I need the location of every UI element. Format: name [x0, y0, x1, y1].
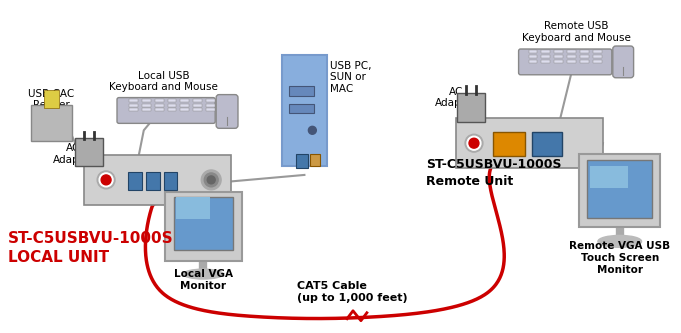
- FancyBboxPatch shape: [567, 50, 576, 53]
- FancyBboxPatch shape: [289, 104, 315, 114]
- Text: AC
Adapter: AC Adapter: [52, 143, 94, 165]
- FancyBboxPatch shape: [142, 109, 151, 112]
- FancyBboxPatch shape: [554, 50, 563, 53]
- FancyBboxPatch shape: [128, 172, 142, 190]
- FancyBboxPatch shape: [31, 105, 72, 141]
- FancyBboxPatch shape: [493, 132, 524, 156]
- FancyBboxPatch shape: [216, 95, 238, 128]
- FancyBboxPatch shape: [206, 109, 215, 112]
- FancyBboxPatch shape: [176, 197, 210, 218]
- Ellipse shape: [183, 269, 223, 279]
- FancyBboxPatch shape: [580, 55, 589, 58]
- Circle shape: [202, 170, 221, 190]
- FancyBboxPatch shape: [580, 50, 589, 53]
- FancyBboxPatch shape: [44, 90, 59, 108]
- FancyBboxPatch shape: [567, 60, 576, 63]
- Circle shape: [467, 136, 481, 150]
- FancyBboxPatch shape: [457, 93, 485, 122]
- Ellipse shape: [598, 235, 642, 247]
- FancyBboxPatch shape: [554, 60, 563, 63]
- FancyBboxPatch shape: [117, 98, 215, 123]
- FancyBboxPatch shape: [519, 49, 612, 75]
- FancyBboxPatch shape: [590, 166, 628, 188]
- FancyBboxPatch shape: [155, 99, 163, 102]
- FancyBboxPatch shape: [142, 99, 151, 102]
- FancyBboxPatch shape: [168, 104, 176, 107]
- FancyBboxPatch shape: [593, 55, 602, 58]
- Text: ST-C5USBVU-1000S
LOCAL UNIT: ST-C5USBVU-1000S LOCAL UNIT: [8, 231, 174, 265]
- Circle shape: [204, 173, 218, 187]
- FancyBboxPatch shape: [129, 99, 138, 102]
- FancyBboxPatch shape: [142, 104, 151, 107]
- FancyBboxPatch shape: [593, 50, 602, 53]
- FancyBboxPatch shape: [165, 192, 242, 261]
- FancyBboxPatch shape: [180, 104, 189, 107]
- FancyBboxPatch shape: [528, 55, 537, 58]
- Text: CAT5 Cable
(up to 1,000 feet): CAT5 Cable (up to 1,000 feet): [298, 281, 408, 303]
- FancyBboxPatch shape: [296, 154, 308, 168]
- FancyBboxPatch shape: [174, 197, 233, 250]
- FancyBboxPatch shape: [129, 109, 138, 112]
- FancyBboxPatch shape: [554, 55, 563, 58]
- FancyBboxPatch shape: [541, 60, 550, 63]
- FancyBboxPatch shape: [155, 109, 163, 112]
- FancyBboxPatch shape: [311, 154, 320, 166]
- FancyBboxPatch shape: [146, 172, 159, 190]
- Text: USB CAC
Reader: USB CAC Reader: [29, 89, 75, 110]
- FancyBboxPatch shape: [76, 138, 103, 166]
- FancyBboxPatch shape: [289, 86, 315, 96]
- FancyBboxPatch shape: [193, 104, 202, 107]
- FancyBboxPatch shape: [180, 109, 189, 112]
- FancyBboxPatch shape: [580, 60, 589, 63]
- FancyBboxPatch shape: [180, 99, 189, 102]
- FancyBboxPatch shape: [533, 132, 563, 156]
- FancyBboxPatch shape: [282, 55, 327, 166]
- Text: USB PC,
SUN or
MAC: USB PC, SUN or MAC: [330, 61, 372, 94]
- Text: Local VGA
Monitor: Local VGA Monitor: [174, 269, 233, 291]
- FancyBboxPatch shape: [541, 55, 550, 58]
- Text: Remote VGA USB
Touch Screen
Monitor: Remote VGA USB Touch Screen Monitor: [569, 241, 670, 275]
- Circle shape: [308, 126, 316, 134]
- Text: AC
Adapter: AC Adapter: [435, 87, 477, 108]
- FancyBboxPatch shape: [129, 104, 138, 107]
- Text: Remote USB
Keyboard and Mouse: Remote USB Keyboard and Mouse: [522, 21, 631, 43]
- Circle shape: [99, 173, 113, 187]
- Text: ST-C5USBVU-1000S
Remote Unit: ST-C5USBVU-1000S Remote Unit: [426, 158, 562, 188]
- FancyBboxPatch shape: [206, 104, 215, 107]
- FancyBboxPatch shape: [206, 99, 215, 102]
- FancyBboxPatch shape: [84, 155, 231, 205]
- Circle shape: [465, 134, 483, 152]
- FancyBboxPatch shape: [541, 50, 550, 53]
- Circle shape: [207, 176, 215, 184]
- Circle shape: [469, 138, 479, 148]
- FancyBboxPatch shape: [193, 109, 202, 112]
- FancyBboxPatch shape: [168, 109, 176, 112]
- Circle shape: [97, 171, 115, 189]
- FancyBboxPatch shape: [579, 154, 661, 227]
- FancyBboxPatch shape: [163, 172, 178, 190]
- FancyBboxPatch shape: [456, 119, 603, 168]
- FancyBboxPatch shape: [155, 104, 163, 107]
- FancyBboxPatch shape: [528, 60, 537, 63]
- Text: Local USB
Keyboard and Mouse: Local USB Keyboard and Mouse: [109, 71, 218, 93]
- FancyBboxPatch shape: [193, 99, 202, 102]
- FancyBboxPatch shape: [613, 46, 633, 78]
- FancyBboxPatch shape: [587, 160, 652, 217]
- FancyBboxPatch shape: [168, 99, 176, 102]
- FancyBboxPatch shape: [567, 55, 576, 58]
- FancyBboxPatch shape: [593, 60, 602, 63]
- Circle shape: [101, 175, 111, 185]
- FancyBboxPatch shape: [528, 50, 537, 53]
